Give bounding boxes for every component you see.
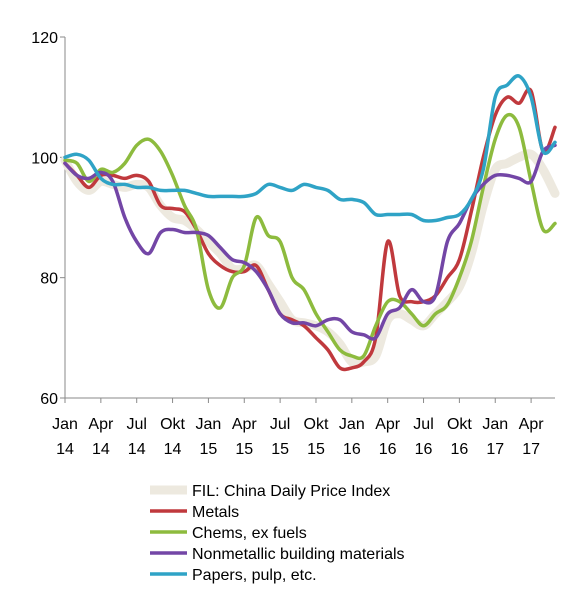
x-tick-label-year: 15 xyxy=(307,441,325,458)
x-tick-label-year: 14 xyxy=(92,441,110,458)
legend-label-chems-ex-fuels: Chems, ex fuels xyxy=(192,525,307,542)
x-tick-label-month: Jan xyxy=(196,416,222,433)
legend-label-papers-pulp-etc: Papers, pulp, etc. xyxy=(192,567,317,584)
legend-label-fil-china-daily-price-index: FIL: China Daily Price Index xyxy=(192,483,390,500)
x-tick-label-year: 17 xyxy=(522,441,540,458)
x-tick-label-year: 16 xyxy=(415,441,433,458)
y-tick-label: 120 xyxy=(31,30,58,47)
x-tick-label-year: 16 xyxy=(450,441,468,458)
x-tick-label-month: Jan xyxy=(52,416,78,433)
x-tick-label-month: Apr xyxy=(232,416,258,433)
series-lines xyxy=(60,74,560,372)
x-tick-label-year: 16 xyxy=(379,441,397,458)
legend-label-metals: Metals xyxy=(192,504,239,521)
x-tick-label-month: Apr xyxy=(375,416,401,433)
x-tick-label-year: 16 xyxy=(343,441,361,458)
x-tick-label-month: Jul xyxy=(270,416,290,433)
x-tick-label-month: Okt xyxy=(447,416,472,433)
x-tick-label-month: Jan xyxy=(482,416,508,433)
x-tick-label-month: Apr xyxy=(519,416,545,433)
y-tick-label: 60 xyxy=(40,391,58,408)
x-tick-label-year: 14 xyxy=(56,441,74,458)
x-tick-label-year: 14 xyxy=(128,441,146,458)
y-tick-label: 100 xyxy=(31,150,58,167)
x-tick-label-year: 15 xyxy=(271,441,289,458)
series-line-metals xyxy=(63,87,557,372)
x-tick-label-year: 15 xyxy=(200,441,218,458)
series-line-papers-pulp-etc xyxy=(63,74,557,223)
axes: 60 80 100 120 Jan 14 Apr 14 Jul 14 Okt 14 Jan 15 Apr 15… xyxy=(31,30,555,458)
x-tick-label-year: 17 xyxy=(486,441,504,458)
x-tick-label-month: Okt xyxy=(304,416,329,433)
legend-label-nonmetallic-building-materials: Nonmetallic building materials xyxy=(192,546,405,563)
legend: FIL: China Daily Price Index Metals Chems,… xyxy=(150,483,405,584)
x-tick-label-month: Okt xyxy=(160,416,185,433)
x-tick-label-month: Jul xyxy=(126,416,146,433)
y-tick-label: 80 xyxy=(40,271,58,288)
x-tick-label-year: 15 xyxy=(235,441,253,458)
x-tick-label-month: Jan xyxy=(339,416,365,433)
x-tick-label-month: Apr xyxy=(88,416,114,433)
x-tick-label-year: 14 xyxy=(164,441,182,458)
series-line-chems-ex-fuels xyxy=(63,112,557,361)
x-tick-label-month: Jul xyxy=(413,416,433,433)
